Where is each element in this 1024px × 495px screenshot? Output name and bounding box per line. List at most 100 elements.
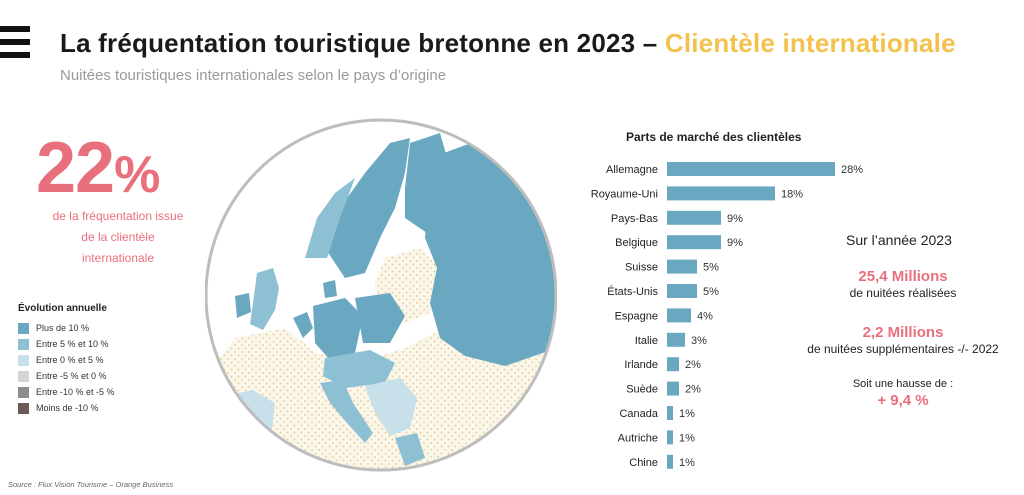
map-region-denmark: [323, 280, 337, 298]
map-legend: Évolution annuelle Plus de 10 % Entre 5 %…: [18, 303, 115, 416]
legend-swatch: [18, 338, 29, 350]
legend-swatch: [18, 402, 29, 414]
bar: [667, 332, 685, 347]
legend-item: Entre -5 % et 0 %: [18, 368, 115, 384]
legend-label: Plus de 10 %: [36, 323, 90, 333]
chart-title: Parts de marché des clientèles: [626, 130, 802, 144]
bar: [667, 186, 775, 201]
highlight-description: de la fréquentation issue de la clientèl…: [18, 206, 218, 269]
legend-swatch: [18, 370, 29, 382]
kpi-total-nights-value: 25,4 Millions: [858, 268, 948, 285]
legend-title: Évolution annuelle: [18, 303, 107, 314]
value-label: 4%: [697, 310, 713, 322]
legend-label: Moins de -10 %: [36, 403, 99, 413]
category-label: Allemagne: [606, 164, 658, 176]
category-label: Espagne: [615, 310, 658, 322]
category-label: États-Unis: [607, 285, 658, 298]
title-main: La fréquentation touristique bretonne en…: [60, 28, 636, 58]
value-label: 3%: [691, 335, 707, 347]
bar: [667, 308, 691, 323]
value-label: 1%: [679, 457, 695, 469]
map-region-greece: [395, 433, 425, 466]
value-label: 1%: [679, 408, 695, 420]
value-label: 5%: [703, 286, 719, 298]
map-region-central: [323, 350, 395, 388]
value-label: 28%: [841, 164, 863, 176]
value-label: 2%: [685, 359, 701, 371]
highlight-value: 22: [36, 128, 115, 208]
map-region-norway: [305, 178, 355, 258]
map-region-germany: [313, 298, 363, 360]
legend-label: Entre -10 % et -5 %: [36, 387, 115, 397]
kpi-growth-desc: Soit une hausse de :: [852, 378, 954, 390]
category-label: Suisse: [625, 262, 658, 274]
page-subtitle: Nuitées touristiques internationales sel…: [60, 67, 447, 84]
legend-swatch: [18, 322, 29, 334]
legend-label: Entre 5 % et 10 %: [36, 339, 109, 349]
value-label: 5%: [703, 262, 719, 274]
bar: [667, 406, 673, 420]
bar: [667, 162, 835, 176]
bar: [667, 357, 679, 372]
bar: [667, 430, 673, 445]
highlight-line: internationale: [81, 251, 155, 265]
map-region-ireland: [235, 293, 251, 318]
legend-item: Moins de -10 %: [18, 400, 115, 416]
title-accent: Clientèle internationale: [664, 28, 956, 58]
map-region-poland: [355, 293, 405, 343]
value-label: 1%: [679, 432, 695, 444]
menu-icon[interactable]: [0, 26, 30, 66]
legend-label: Entre -5 % et 0 %: [36, 371, 107, 381]
source-note: Source : Flux Vision Tourisme – Orange B…: [8, 480, 174, 489]
kpi-growth-value: + 9,4 %: [877, 392, 929, 409]
category-label: Royaume-Uni: [591, 188, 658, 200]
map-region-balkans: [365, 378, 417, 436]
kpi-additional-nights-desc: de nuitées supplémentaires -/- 2022: [807, 342, 999, 356]
kpi-growth: Soit une hausse de : + 9,4 %: [778, 378, 1024, 409]
legend-item: Entre -10 % et -5 %: [18, 384, 115, 400]
bar: [667, 381, 679, 396]
highlight-line: de la clientèle: [81, 230, 155, 244]
kpi-additional-nights: 2,2 Millions de nuitées supplémentaires …: [778, 324, 1024, 356]
legend-item: Entre 5 % et 10 %: [18, 336, 115, 352]
bar: [667, 235, 721, 250]
highlight-unit: %: [114, 146, 160, 204]
category-label: Pays-Bas: [611, 213, 659, 225]
value-label: 9%: [727, 213, 743, 225]
bar: [667, 284, 697, 298]
map-region-iceland: [206, 180, 213, 202]
kpi-total-nights: 25,4 Millions de nuitées réalisées: [778, 268, 1024, 300]
legend-swatch: [18, 386, 29, 398]
map-region-scandinavia: [325, 138, 410, 278]
bar: [667, 454, 673, 469]
category-label: Canada: [619, 408, 658, 420]
page-title: La fréquentation touristique bretonne en…: [60, 28, 956, 59]
category-label: Autriche: [618, 432, 658, 444]
kpi-total-nights-desc: de nuitées réalisées: [849, 286, 957, 300]
category-label: Suède: [626, 384, 658, 396]
bar: [667, 210, 721, 225]
summary-year-label: Sur l’année 2023: [846, 232, 952, 248]
map-region-italy: [320, 380, 373, 443]
europe-map: [205, 118, 557, 472]
highlight-stat: 22%: [36, 132, 160, 204]
legend-label: Entre 0 % et 5 %: [36, 355, 104, 365]
legend-item: Entre 0 % et 5 %: [18, 352, 115, 368]
market-share-bar-chart: Allemagne 28% Royaume-Uni 18% Pays-Bas 9% Belg…: [591, 162, 863, 469]
category-label: Belgique: [615, 237, 658, 249]
legend-item: Plus de 10 %: [18, 320, 115, 336]
map-region-finland: [405, 133, 450, 233]
category-label: Irlande: [624, 359, 658, 371]
map-region-france: [249, 330, 315, 398]
map-region-benelux: [293, 312, 313, 338]
value-label: 18%: [781, 188, 803, 200]
category-label: Chine: [629, 457, 658, 469]
kpi-additional-nights-value: 2,2 Millions: [862, 324, 944, 341]
title-separator: –: [642, 28, 658, 58]
value-label: 9%: [727, 237, 743, 249]
map-region-uk: [250, 268, 279, 330]
highlight-line: de la fréquentation issue: [52, 209, 184, 223]
legend-swatch: [18, 354, 29, 366]
value-label: 2%: [685, 384, 701, 396]
category-label: Italie: [635, 335, 658, 347]
